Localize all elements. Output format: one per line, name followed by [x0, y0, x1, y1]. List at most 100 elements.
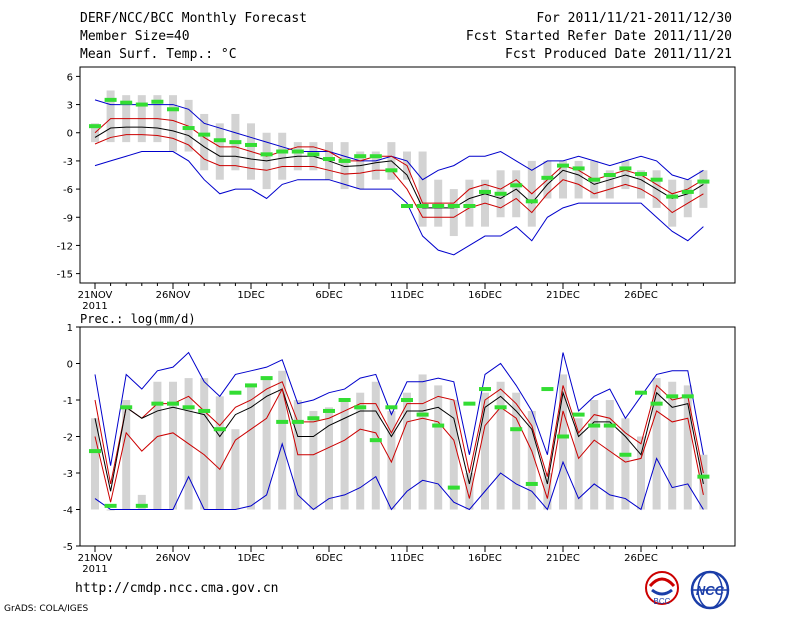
ensemble-mean-marker [541, 175, 554, 180]
ensemble-mean-marker [541, 387, 554, 392]
forecast-period-label: For 2011/11/21-2011/12/30 [536, 11, 732, 26]
year-label: 2011 [82, 301, 107, 312]
ensemble-mean-marker [260, 152, 273, 157]
ensemble-mean-marker [120, 405, 133, 410]
started-refer-date-label: Fcst Started Refer Date 2011/11/20 [465, 29, 732, 44]
x-tick-label: 21NOV [78, 553, 113, 564]
ensemble-spread-bar [652, 378, 661, 510]
ensemble-mean-marker [557, 163, 569, 168]
ensemble-spread-bar [231, 429, 240, 510]
ensemble-mean-marker [603, 423, 616, 428]
x-tick-label: 1DEC [237, 553, 264, 564]
ensemble-spread-bar [371, 151, 380, 180]
y-tick-label: 0 [67, 360, 73, 371]
ensemble-mean-marker [135, 102, 148, 107]
ensemble-mean-marker [167, 401, 179, 406]
y-tick-label: 1 [67, 323, 73, 334]
y-tick-label: 3 [67, 101, 73, 112]
ensemble-spread-bar [668, 179, 677, 227]
y-tick-label: -15 [57, 270, 73, 281]
y-tick-label: -4 [63, 506, 73, 517]
x-tick-label: 1DEC [237, 290, 264, 301]
ensemble-mean-marker [650, 177, 663, 182]
ensemble-mean-marker [213, 427, 226, 432]
ensemble-mean-marker [416, 412, 429, 417]
ensemble-spread-bar [668, 381, 677, 510]
ncc-logo: NCC [690, 570, 730, 610]
ensemble-mean-marker [198, 132, 211, 137]
ensemble-mean-marker [245, 142, 257, 147]
ensemble-mean-marker [510, 183, 523, 188]
ensemble-spread-bar [371, 381, 380, 510]
ensemble-mean-marker [291, 419, 304, 424]
ensemble-mean-marker [291, 149, 304, 154]
ensemble-spread-bar [512, 170, 521, 218]
ensemble-mean-marker [182, 405, 195, 410]
ensemble-spread-bar [340, 142, 349, 190]
source-url[interactable]: http://cmdp.ncc.cma.gov.cn [75, 581, 279, 596]
ensemble-mean-marker [432, 423, 445, 428]
x-tick-label: 11DEC [390, 290, 424, 301]
ensemble-spread-bar [605, 170, 614, 199]
series-median-line [94, 126, 704, 209]
ensemble-mean-marker [681, 189, 694, 194]
ensemble-mean-marker [182, 126, 195, 131]
ensemble-spread-bar [91, 418, 99, 510]
ensemble-spread-bar [387, 410, 396, 510]
series-max-line [94, 99, 704, 181]
panel-2: 1 0 -1 -2 -3 -4 -5 21NOV 26NOV 1DEC 6DEC 11DEC 16DEC… [63, 312, 736, 575]
ensemble-spread-bar [621, 418, 630, 510]
ensemble-spread-bar [215, 123, 224, 180]
ensemble-mean-marker [245, 383, 257, 388]
ensemble-mean-marker [619, 166, 632, 171]
ensemble-spread-bar [481, 392, 489, 510]
panel-subtitle: Prec.: log(mm/d) [80, 312, 196, 326]
ensemble-mean-marker [229, 140, 242, 145]
ensemble-spread-bar [449, 400, 458, 510]
y-tick-label: -3 [63, 469, 73, 480]
x-tick-label: 21DEC [546, 553, 580, 564]
y-tick-label: -9 [63, 213, 73, 224]
ensemble-mean-marker [479, 387, 491, 392]
ensemble-mean-marker [369, 154, 382, 159]
ensemble-mean-marker [307, 152, 320, 157]
ensemble-spread-bar [683, 385, 692, 510]
ensemble-mean-marker [666, 394, 679, 399]
ensemble-spread-bar [683, 179, 692, 218]
ensemble-mean-marker [104, 97, 117, 102]
ensemble-mean-marker [89, 449, 101, 454]
produced-date-label: Fcst Produced Date 2011/11/21 [505, 47, 732, 62]
ensemble-spread-bar [153, 381, 162, 510]
ensemble-spread-bar [200, 113, 209, 171]
ensemble-mean-marker [510, 427, 523, 432]
x-tick-label: 26DEC [624, 553, 658, 564]
y-tick-label: -6 [63, 185, 73, 196]
ensemble-mean-marker [635, 390, 647, 395]
ensemble-mean-marker [650, 401, 663, 406]
ensemble-mean-marker [588, 177, 601, 182]
ensemble-mean-marker [666, 194, 679, 199]
ensemble-mean-marker [213, 138, 226, 143]
ensemble-spread-bar [637, 170, 645, 199]
ensemble-mean-marker [697, 474, 710, 479]
ensemble-mean-marker [260, 376, 273, 381]
ensemble-spread-bar [309, 410, 318, 510]
ensemble-mean-marker [463, 203, 476, 208]
ensemble-mean-marker [681, 394, 694, 399]
x-tick-label: 6DEC [315, 290, 342, 301]
ensemble-spread-bar [356, 151, 365, 190]
series-q25-line [94, 387, 704, 503]
x-tick-label: 26NOV [156, 290, 191, 301]
ensemble-mean-marker [198, 408, 211, 413]
x-tick-label: 21DEC [546, 290, 580, 301]
ensemble-mean-marker [416, 203, 429, 208]
ensemble-spread-bar [465, 473, 474, 510]
ensemble-mean-marker [338, 398, 351, 402]
bcc-logo-text: BCC [654, 597, 671, 606]
series-min-line [94, 151, 704, 256]
ensemble-spread-bar [278, 370, 287, 510]
ensemble-spread-bar [278, 132, 287, 180]
ensemble-mean-marker [338, 158, 351, 163]
ensemble-mean-marker [276, 419, 289, 424]
